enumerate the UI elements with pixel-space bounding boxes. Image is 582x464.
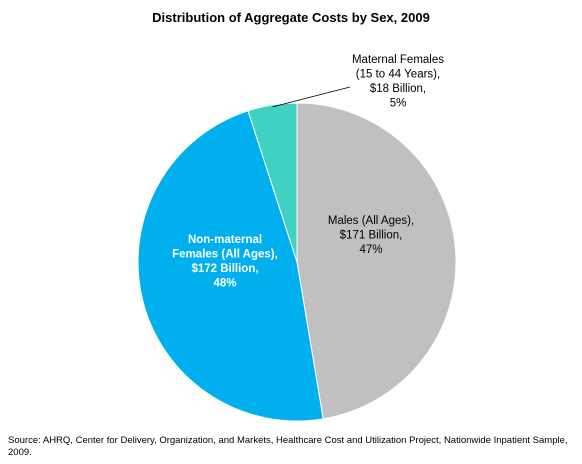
pie-slice-2 <box>137 110 324 422</box>
pie-slice-1 <box>296 102 457 420</box>
pie-slices <box>137 102 457 422</box>
pie-slice-3 <box>247 102 298 263</box>
chart-title: Distribution of Aggregate Costs by Sex, … <box>152 10 430 25</box>
pie-slice-label-3: Maternal Females (15 to 44 Years), $18 Bil… <box>352 54 444 110</box>
pie-labels: Males (All Ages), $171 Billion, 47% Non-mat… <box>172 54 444 290</box>
leader-line <box>272 86 351 108</box>
source-note: Source: AHRQ, Center for Delivery, Organ… <box>8 435 568 458</box>
pie-slice-label-1: Males (All Ages), $171 Billion, 47% <box>328 215 414 256</box>
pie-slice-label-2: Non-maternal Females (All Ages), $172 Bill… <box>172 234 278 290</box>
